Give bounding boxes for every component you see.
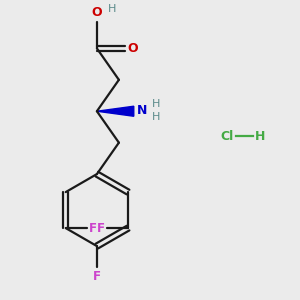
Text: F: F [97,222,105,235]
Text: N: N [137,103,147,117]
Text: H: H [255,130,265,143]
Text: F: F [93,270,101,283]
Text: H: H [152,99,160,109]
Polygon shape [97,106,134,116]
Text: H: H [152,112,160,122]
Text: H: H [108,4,116,14]
Text: Cl: Cl [221,130,234,143]
Text: O: O [127,42,138,55]
Text: O: O [92,7,102,20]
Text: F: F [89,222,97,235]
